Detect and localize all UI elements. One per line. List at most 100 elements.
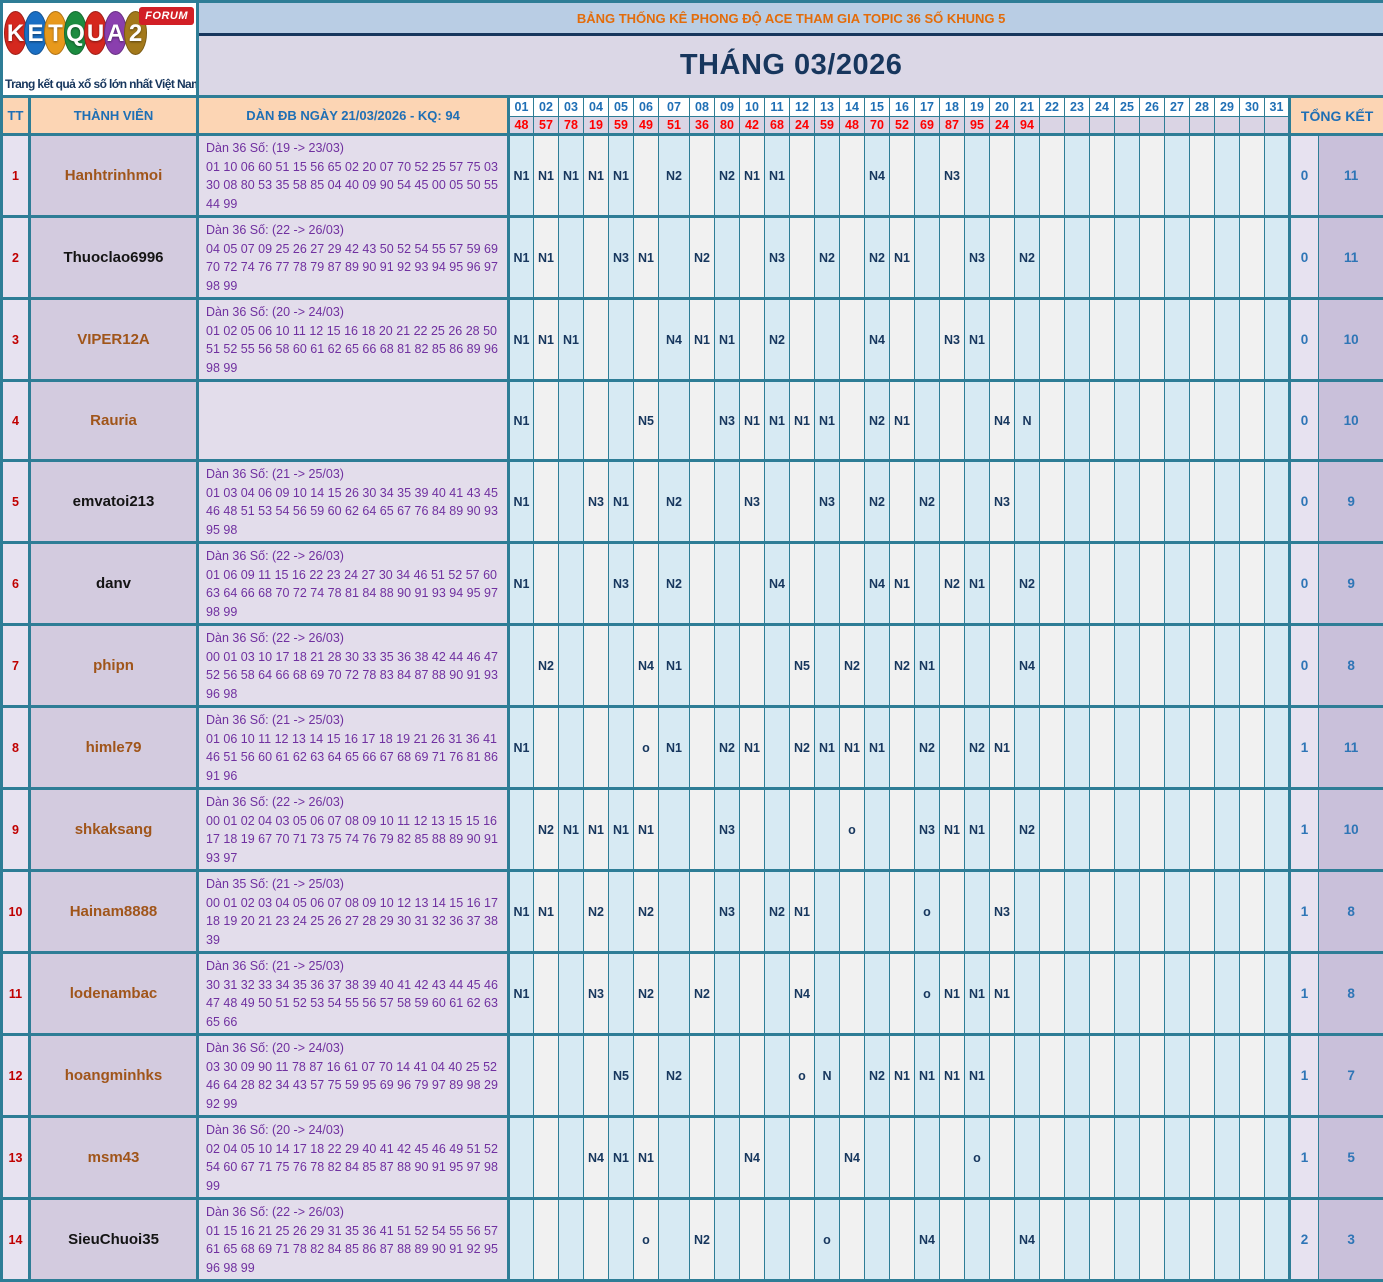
day-result-23 <box>1065 117 1090 135</box>
day-result-10: 42 <box>740 117 765 135</box>
mark-cell-day-21 <box>1015 871 1040 953</box>
month-title: THÁNG 03/2026 <box>198 35 1383 97</box>
mark-cell-day-01: N1 <box>509 461 534 543</box>
mark-cell-day-28 <box>1190 789 1215 871</box>
dan-range-label: Dàn 36 Số: (22 -> 26/03) <box>206 547 503 566</box>
mark-cell-day-26 <box>1140 461 1165 543</box>
mark-cell-day-24 <box>1090 1117 1115 1199</box>
day-header-28: 28 <box>1190 97 1215 117</box>
mark-cell-day-20: N4 <box>990 381 1015 461</box>
summary-win-count: 8 <box>1319 953 1383 1035</box>
mark-cell-day-24 <box>1090 461 1115 543</box>
member-name[interactable]: phipn <box>30 625 198 707</box>
mark-cell-day-17: N1 <box>915 1035 940 1117</box>
mark-cell-day-19: o <box>965 1117 990 1199</box>
member-name[interactable]: Thuoclao6996 <box>30 217 198 299</box>
member-name[interactable]: emvatoi213 <box>30 461 198 543</box>
banner-title: BẢNG THỐNG KÊ PHONG ĐỘ ACE THAM GIA TOPI… <box>198 2 1383 35</box>
mark-cell-day-15: N4 <box>865 299 890 381</box>
mark-cell-day-18 <box>940 625 965 707</box>
mark-cell-day-25 <box>1115 1035 1140 1117</box>
member-name[interactable]: Rauria <box>30 381 198 461</box>
mark-cell-day-17: o <box>915 871 940 953</box>
day-header-24: 24 <box>1090 97 1115 117</box>
mark-cell-day-08 <box>690 625 715 707</box>
mark-cell-day-11 <box>765 789 790 871</box>
mark-cell-day-03: N1 <box>559 299 584 381</box>
mark-cell-day-18: N1 <box>940 953 965 1035</box>
day-result-02: 57 <box>534 117 559 135</box>
mark-cell-day-27 <box>1165 1199 1190 1281</box>
day-result-24 <box>1090 117 1115 135</box>
mark-cell-day-09 <box>715 1035 740 1117</box>
member-name[interactable]: himle79 <box>30 707 198 789</box>
mark-cell-day-09 <box>715 953 740 1035</box>
day-result-25 <box>1115 117 1140 135</box>
day-header-21: 21 <box>1015 97 1040 117</box>
mark-cell-day-03 <box>559 953 584 1035</box>
mark-cell-day-07: N4 <box>659 299 690 381</box>
mark-cell-day-29 <box>1215 1035 1240 1117</box>
day-result-13: 59 <box>815 117 840 135</box>
member-name[interactable]: hoangminhks <box>30 1035 198 1117</box>
mark-cell-day-04 <box>584 381 609 461</box>
mark-cell-day-01: N1 <box>509 953 534 1035</box>
row-number: 2 <box>2 217 30 299</box>
member-name[interactable]: lodenambac <box>30 953 198 1035</box>
member-name[interactable]: Hanhtrinhmoi <box>30 135 198 217</box>
mark-cell-day-14 <box>840 543 865 625</box>
day-header-03: 03 <box>559 97 584 117</box>
member-name[interactable]: msm43 <box>30 1117 198 1199</box>
member-name[interactable]: Hainam8888 <box>30 871 198 953</box>
row-number: 14 <box>2 1199 30 1281</box>
day-header-29: 29 <box>1215 97 1240 117</box>
day-header-13: 13 <box>815 97 840 117</box>
dan-number-list: 01 10 06 60 51 15 56 65 02 20 07 70 52 2… <box>206 158 503 214</box>
dan-number-list: 03 30 09 90 11 78 87 16 61 07 70 14 41 0… <box>206 1058 503 1114</box>
dan-number-list: 01 06 10 11 12 13 14 15 16 17 18 19 21 2… <box>206 730 503 786</box>
mark-cell-day-17 <box>915 381 940 461</box>
mark-cell-day-31 <box>1265 1117 1290 1199</box>
mark-cell-day-28 <box>1190 1117 1215 1199</box>
mark-cell-day-25 <box>1115 871 1140 953</box>
mark-cell-day-23 <box>1065 871 1090 953</box>
mark-cell-day-13: N <box>815 1035 840 1117</box>
mark-cell-day-20: N3 <box>990 461 1015 543</box>
summary-win-count: 8 <box>1319 625 1383 707</box>
mark-cell-day-12 <box>790 543 815 625</box>
member-name[interactable]: shkaksang <box>30 789 198 871</box>
mark-cell-day-07: N2 <box>659 461 690 543</box>
day-result-21: 94 <box>1015 117 1040 135</box>
mark-cell-day-14 <box>840 1035 865 1117</box>
mark-cell-day-05 <box>609 381 634 461</box>
mark-cell-day-12 <box>790 789 815 871</box>
dan-number-list: 00 01 02 03 04 05 06 07 08 09 10 12 13 1… <box>206 894 503 950</box>
day-result-29 <box>1215 117 1240 135</box>
mark-cell-day-12: o <box>790 1035 815 1117</box>
mark-cell-day-06: N1 <box>634 217 659 299</box>
mark-cell-day-31 <box>1265 953 1290 1035</box>
mark-cell-day-19: N1 <box>965 1035 990 1117</box>
mark-cell-day-28 <box>1190 381 1215 461</box>
day-result-11: 68 <box>765 117 790 135</box>
mark-cell-day-08 <box>690 789 715 871</box>
member-name[interactable]: VIPER12A <box>30 299 198 381</box>
mark-cell-day-30 <box>1240 461 1265 543</box>
mark-cell-day-12: N4 <box>790 953 815 1035</box>
mark-cell-day-27 <box>1165 707 1190 789</box>
mark-cell-day-17: o <box>915 953 940 1035</box>
mark-cell-day-11 <box>765 461 790 543</box>
day-result-20: 24 <box>990 117 1015 135</box>
mark-cell-day-08 <box>690 707 715 789</box>
mark-cell-day-14 <box>840 1199 865 1281</box>
mark-cell-day-19 <box>965 381 990 461</box>
mark-cell-day-25 <box>1115 625 1140 707</box>
member-name[interactable]: SieuChuoi35 <box>30 1199 198 1281</box>
mark-cell-day-20 <box>990 543 1015 625</box>
member-name[interactable]: danv <box>30 543 198 625</box>
mark-cell-day-01: N1 <box>509 871 534 953</box>
